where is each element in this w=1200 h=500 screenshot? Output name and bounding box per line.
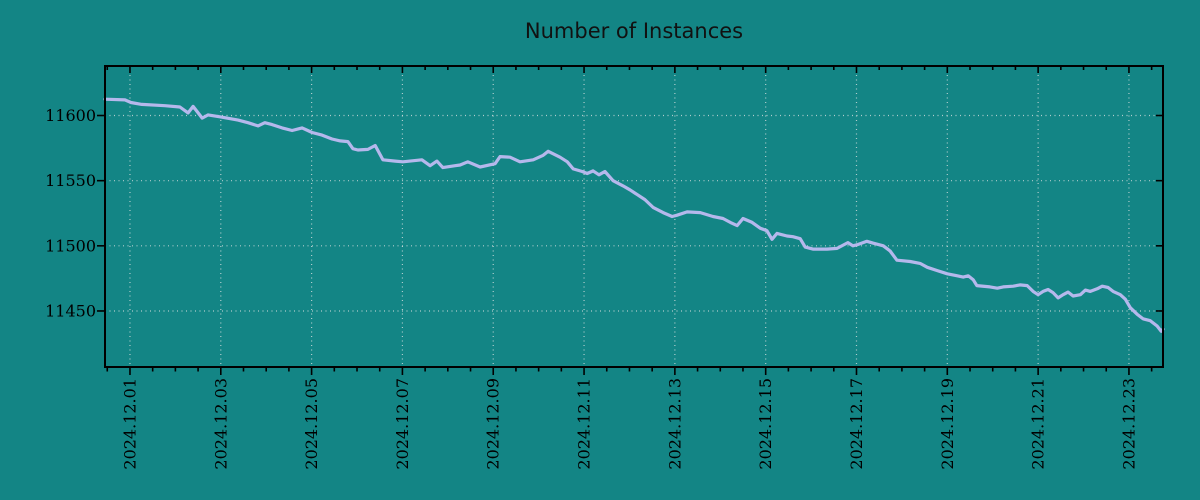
x-tick-label: 2024.12.17 bbox=[847, 378, 866, 470]
y-tick-label: 11500 bbox=[45, 236, 96, 255]
x-tick-label: 2024.12.05 bbox=[302, 378, 321, 470]
gridlines bbox=[105, 66, 1163, 367]
axis-tick-labels: 11450 11500 11550 11600 2024.12.01 2024.12.03… bbox=[45, 106, 1138, 470]
x-tick-label: 2024.12.19 bbox=[938, 378, 957, 470]
x-tick-label: 2024.12.03 bbox=[211, 378, 230, 470]
x-tick-label: 2024.12.15 bbox=[756, 378, 775, 470]
x-tick-label: 2024.12.11 bbox=[575, 378, 594, 470]
data-line-instances bbox=[103, 97, 1165, 333]
chart-title: Number of Instances bbox=[525, 19, 743, 43]
x-tick-label: 2024.12.23 bbox=[1119, 378, 1138, 470]
axis-ticks bbox=[97, 66, 1163, 375]
x-tick-label: 2024.12.13 bbox=[665, 378, 684, 470]
x-tick-label: 2024.12.01 bbox=[120, 378, 139, 470]
x-tick-label: 2024.12.21 bbox=[1029, 378, 1048, 470]
plot-border bbox=[104, 65, 1164, 368]
x-tick-label: 2024.12.09 bbox=[484, 378, 503, 470]
x-tick-label: 2024.12.07 bbox=[393, 378, 412, 470]
y-tick-label: 11550 bbox=[45, 171, 96, 190]
y-tick-label: 11450 bbox=[45, 301, 96, 320]
y-tick-label: 11600 bbox=[45, 106, 96, 125]
